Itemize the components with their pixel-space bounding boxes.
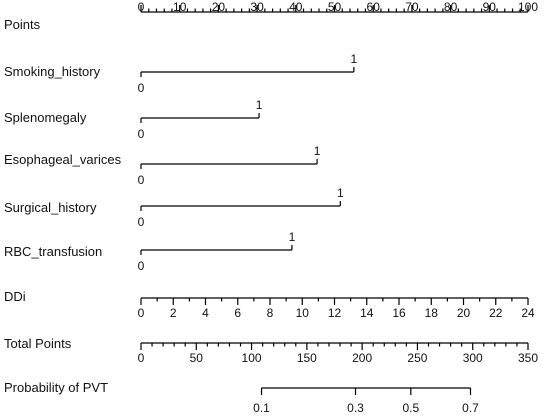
- points-tick-label: 70: [405, 0, 419, 14]
- points-tick-label: 80: [444, 0, 458, 14]
- total-points-tick-label: 0: [138, 351, 145, 365]
- ddi-tick-label: 2: [170, 306, 177, 320]
- points-tick-label: 60: [367, 0, 381, 14]
- points-tick-label: 50: [328, 0, 342, 14]
- points-tick-label: 40: [289, 0, 303, 14]
- total-points-tick-label: 150: [297, 351, 317, 365]
- probability-of-pvt-tick-label: 0.1: [253, 401, 270, 415]
- row-label-splenomegaly: Splenomegaly: [4, 110, 87, 125]
- surgical-history-value-0: 0: [138, 215, 145, 229]
- ddi-tick-label: 24: [521, 306, 535, 320]
- row-label-total-points: Total Points: [4, 336, 72, 351]
- ddi-tick-label: 18: [425, 306, 439, 320]
- probability-of-pvt-tick-label: 0.3: [347, 401, 364, 415]
- rbc-transfusion-value-1: 1: [289, 230, 296, 244]
- row-label-esophageal-varices: Esophageal_varices: [4, 152, 122, 167]
- surgical-history-value-1: 1: [337, 186, 344, 200]
- points-tick-label: 90: [483, 0, 497, 14]
- probability-of-pvt-tick-label: 0.7: [462, 401, 479, 415]
- points-tick-label: 0: [138, 0, 145, 14]
- total-points-tick-label: 250: [407, 351, 427, 365]
- esophageal-varices-value-1: 1: [314, 144, 321, 158]
- total-points-tick-label: 100: [242, 351, 262, 365]
- points-tick-label: 20: [212, 0, 226, 14]
- ddi-tick-label: 4: [202, 306, 209, 320]
- points-tick-label: 10: [173, 0, 187, 14]
- total-points-tick-label: 350: [518, 351, 538, 365]
- ddi-tick-label: 8: [267, 306, 274, 320]
- total-points-tick-label: 200: [352, 351, 372, 365]
- splenomegaly-value-1: 1: [256, 98, 263, 112]
- ddi-tick-label: 12: [328, 306, 342, 320]
- total-points-tick-label: 50: [190, 351, 204, 365]
- total-points-tick-label: 300: [463, 351, 483, 365]
- row-label-rbc-transfusion: RBC_transfusion: [4, 244, 102, 259]
- rbc-transfusion-value-0: 0: [138, 259, 145, 273]
- points-tick-label: 30: [250, 0, 264, 14]
- smoking-history-value-1: 1: [351, 52, 358, 66]
- row-label-probability-of-pvt: Probability of PVT: [4, 380, 108, 395]
- ddi-tick-label: 16: [392, 306, 406, 320]
- row-label-ddi: DDi: [4, 289, 26, 304]
- ddi-tick-label: 6: [234, 306, 241, 320]
- splenomegaly-value-0: 0: [138, 127, 145, 141]
- ddi-tick-label: 14: [360, 306, 374, 320]
- ddi-tick-label: 10: [296, 306, 310, 320]
- ddi-tick-label: 0: [138, 306, 145, 320]
- row-label-smoking-history: Smoking_history: [4, 64, 101, 79]
- probability-of-pvt-tick-label: 0.5: [402, 401, 419, 415]
- esophageal-varices-value-0: 0: [138, 173, 145, 187]
- row-label-points: Points: [4, 17, 41, 32]
- points-tick-label: 100: [518, 0, 538, 14]
- ddi-tick-label: 22: [489, 306, 503, 320]
- row-label-surgical-history: Surgical_history: [4, 200, 97, 215]
- ddi-tick-label: 20: [457, 306, 471, 320]
- smoking-history-value-0: 0: [138, 81, 145, 95]
